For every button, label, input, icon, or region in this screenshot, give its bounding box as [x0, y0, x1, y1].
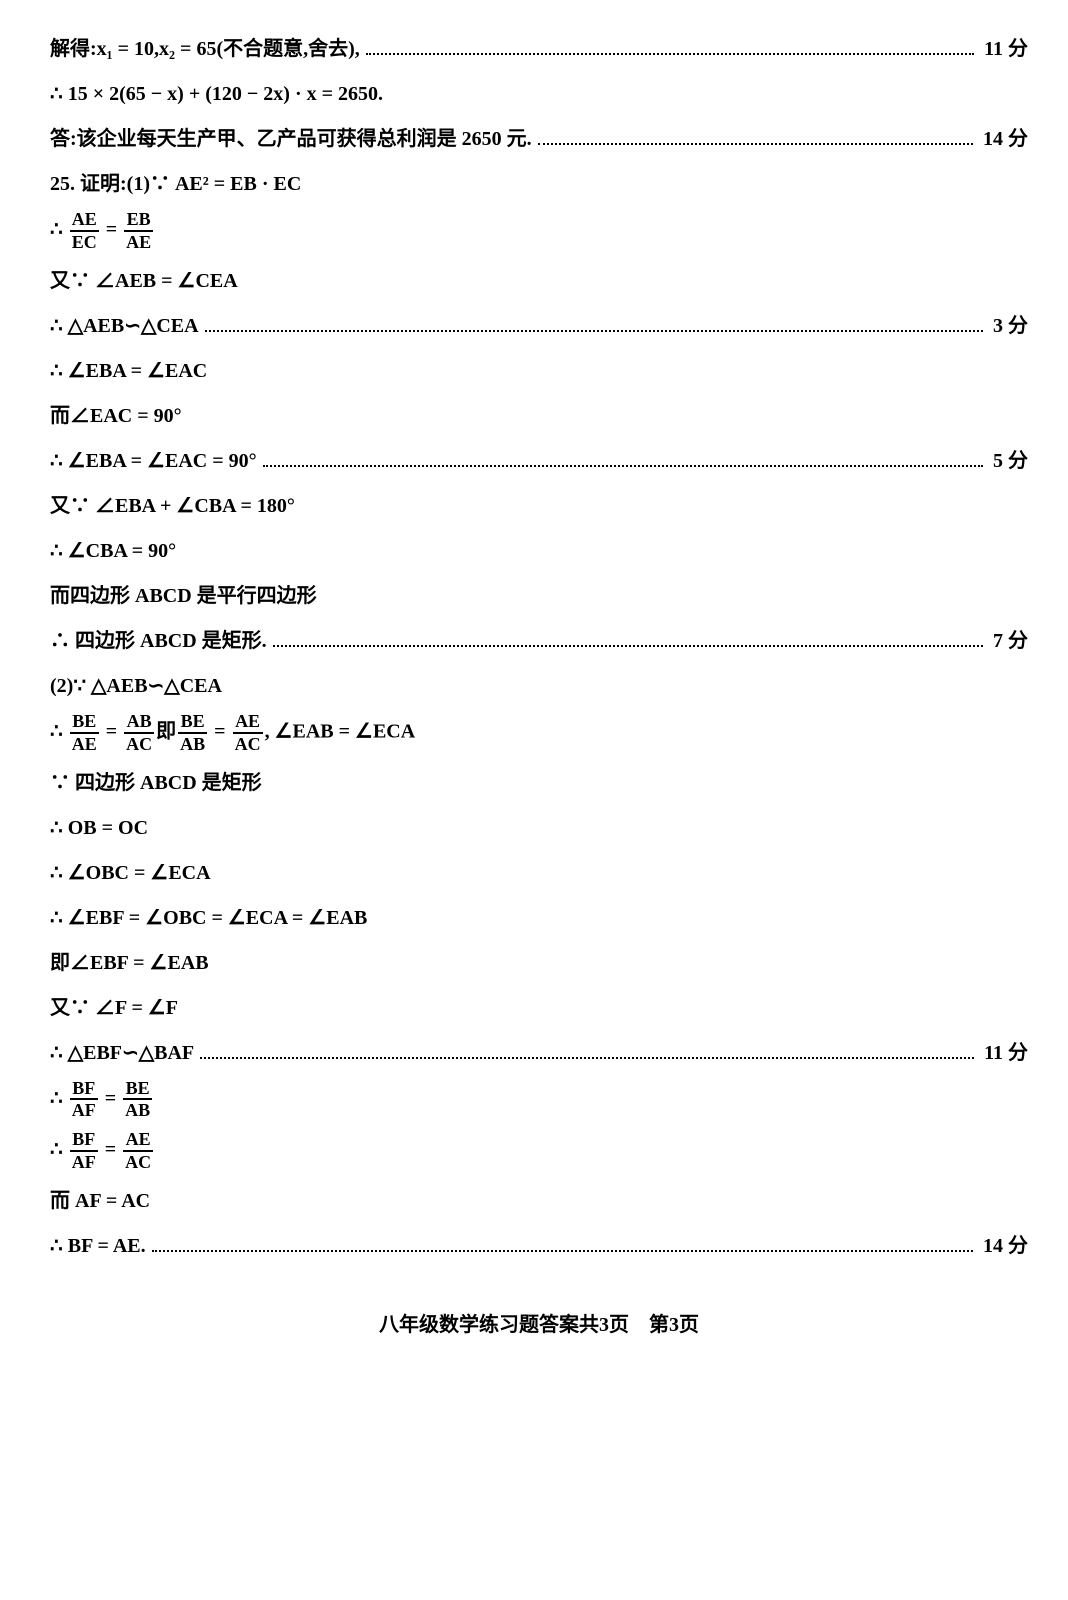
text-line: ∴ 15 × 2(65 − x) + (120 − 2x) · x = 2650… [50, 75, 1028, 114]
score-label: 5 分 [989, 442, 1028, 481]
document-body: 解得:x₁ = 10,x₂ = 65(不合题意,舍去), 11 分 ∴ 15 × 2… [50, 30, 1028, 1266]
leader-dots [538, 131, 973, 145]
line-prefix: ∴ [50, 1087, 68, 1109]
text-line: ∴ △AEB∽△CEA 3 分 [50, 307, 1028, 346]
score-label: 14 分 [979, 1227, 1028, 1266]
inline-text: , ∠EAB = ∠ECA [265, 720, 416, 742]
line-content: ∴ ∠OBC = ∠ECA [50, 854, 211, 893]
line-content: ∴ BFAF = AEAC [50, 1130, 155, 1172]
inline-text: = [100, 1087, 121, 1109]
text-line: ∴ ∠EBF = ∠OBC = ∠ECA = ∠EAB [50, 899, 1028, 938]
fraction: BEAB [123, 1079, 152, 1121]
fraction: BEAB [178, 712, 207, 754]
text-line: 又∵ ∠EBA + ∠CBA = 180° [50, 487, 1028, 526]
text-line: ∴ BF = AE. 14 分 [50, 1227, 1028, 1266]
text-line: 而 AF = AC [50, 1182, 1028, 1221]
text-line: ∴ ∠EBA = ∠EAC = 90° 5 分 [50, 442, 1028, 481]
line-content: ∴ △AEB∽△CEA [50, 307, 199, 346]
line-content: (2)∵ △AEB∽△CEA [50, 667, 222, 706]
line-content: ∴ AEEC = EBAE [50, 210, 155, 252]
text-line: ∴ BFAF = BEAB [50, 1079, 1028, 1121]
score-label: 3 分 [989, 307, 1028, 346]
score-label: 11 分 [980, 30, 1028, 69]
line-content: ∴ BFAF = BEAB [50, 1079, 154, 1121]
text-line: ∴ OB = OC [50, 809, 1028, 848]
line-content: 即∠EBF = ∠EAB [50, 944, 209, 983]
fraction: BFAF [70, 1079, 98, 1121]
page-footer: 八年级数学练习题答案共3页 第3页 [50, 1306, 1028, 1345]
line-content: ∴ BF = AE. [50, 1227, 146, 1266]
line-content: 答:该企业每天生产甲、乙产品可获得总利润是 2650 元. [50, 120, 532, 159]
fraction: AEEC [70, 210, 99, 252]
line-content: ∴ ∠CBA = 90° [50, 532, 176, 571]
text-line: ∵ 四边形 ABCD 是矩形 [50, 764, 1028, 803]
text-line: 而四边形 ABCD 是平行四边形 [50, 577, 1028, 616]
leader-dots [200, 1045, 974, 1059]
line-content: ∴ ∠EBA = ∠EAC [50, 352, 207, 391]
line-content: 而 AF = AC [50, 1182, 150, 1221]
line-content: ∴ ∠EBA = ∠EAC = 90° [50, 442, 257, 481]
fraction: BEAE [70, 712, 99, 754]
leader-dots [366, 41, 974, 55]
text-line: ∴ ∠EBA = ∠EAC [50, 352, 1028, 391]
text-line: ∴ BFAF = AEAC [50, 1130, 1028, 1172]
text-line: 又∵ ∠F = ∠F [50, 989, 1028, 1028]
text-line: ∴ AEEC = EBAE [50, 210, 1028, 252]
inline-text: = [100, 1139, 121, 1161]
fraction: AEAC [233, 712, 263, 754]
text-line: 又∵ ∠AEB = ∠CEA [50, 262, 1028, 301]
text-line: 25. 证明:(1)∵ AE² = EB · EC [50, 165, 1028, 204]
line-content: 又∵ ∠AEB = ∠CEA [50, 262, 238, 301]
line-content: 又∵ ∠EBA + ∠CBA = 180° [50, 487, 295, 526]
line-content: ∴ BEAE = ABAC即BEAB = AEAC, ∠EAB = ∠ECA [50, 712, 415, 754]
text-line: (2)∵ △AEB∽△CEA [50, 667, 1028, 706]
inline-text: = [209, 720, 230, 742]
text-line: ∴ ∠OBC = ∠ECA [50, 854, 1028, 893]
text-line: 答:该企业每天生产甲、乙产品可获得总利润是 2650 元. 14 分 [50, 120, 1028, 159]
text-line: 而∠EAC = 90° [50, 397, 1028, 436]
line-content: 解得:x₁ = 10,x₂ = 65(不合题意,舍去), [50, 30, 360, 69]
text-line: ∴ ∠CBA = 90° [50, 532, 1028, 571]
inline-text: = [101, 218, 122, 240]
score-label: 7 分 [989, 622, 1028, 661]
fraction: ABAC [124, 712, 154, 754]
text-line: ∴ BEAE = ABAC即BEAB = AEAC, ∠EAB = ∠ECA [50, 712, 1028, 754]
text-line: 解得:x₁ = 10,x₂ = 65(不合题意,舍去), 11 分 [50, 30, 1028, 69]
leader-dots [152, 1238, 973, 1252]
line-content: 又∵ ∠F = ∠F [50, 989, 178, 1028]
line-content: 25. 证明:(1)∵ AE² = EB · EC [50, 165, 301, 204]
line-content: ∴ 15 × 2(65 − x) + (120 − 2x) · x = 2650… [50, 75, 383, 114]
text-line: ∴ △EBF∽△BAF 11 分 [50, 1034, 1028, 1073]
line-content: 而∠EAC = 90° [50, 397, 182, 436]
line-prefix: ∴ [50, 218, 68, 240]
line-prefix: ∴ [50, 1139, 68, 1161]
fraction: EBAE [124, 210, 153, 252]
text-line: ∴ 四边形 ABCD 是矩形. 7 分 [50, 622, 1028, 661]
fraction: BFAF [70, 1130, 98, 1172]
inline-text: = [101, 720, 122, 742]
line-content: ∵ 四边形 ABCD 是矩形 [50, 764, 262, 803]
line-content: ∴ ∠EBF = ∠OBC = ∠ECA = ∠EAB [50, 899, 367, 938]
score-label: 14 分 [979, 120, 1028, 159]
fraction: AEAC [123, 1130, 153, 1172]
text-line: 即∠EBF = ∠EAB [50, 944, 1028, 983]
line-content: ∴ OB = OC [50, 809, 148, 848]
line-content: 而四边形 ABCD 是平行四边形 [50, 577, 317, 616]
inline-text: 即 [156, 720, 176, 742]
line-content: ∴ △EBF∽△BAF [50, 1034, 194, 1073]
score-label: 11 分 [980, 1034, 1028, 1073]
line-content: ∴ 四边形 ABCD 是矩形. [50, 622, 267, 661]
leader-dots [263, 453, 983, 467]
leader-dots [205, 318, 983, 332]
leader-dots [273, 633, 983, 647]
line-prefix: ∴ [50, 720, 68, 742]
